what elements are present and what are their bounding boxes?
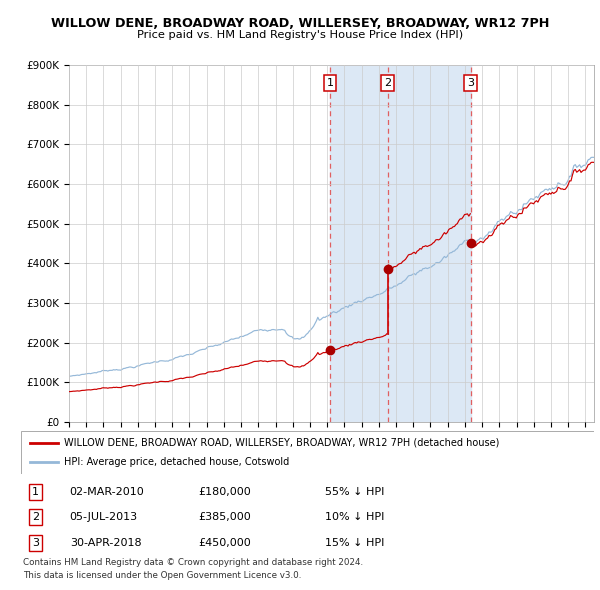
Text: 2: 2 bbox=[32, 512, 39, 522]
Text: 2: 2 bbox=[384, 78, 391, 88]
Text: 3: 3 bbox=[467, 78, 474, 88]
Text: £385,000: £385,000 bbox=[199, 512, 251, 522]
Text: £180,000: £180,000 bbox=[199, 487, 251, 497]
Text: WILLOW DENE, BROADWAY ROAD, WILLERSEY, BROADWAY, WR12 7PH: WILLOW DENE, BROADWAY ROAD, WILLERSEY, B… bbox=[51, 17, 549, 30]
Text: 05-JUL-2013: 05-JUL-2013 bbox=[70, 512, 138, 522]
Text: Price paid vs. HM Land Registry's House Price Index (HPI): Price paid vs. HM Land Registry's House … bbox=[137, 30, 463, 40]
Text: HPI: Average price, detached house, Cotswold: HPI: Average price, detached house, Cots… bbox=[64, 457, 289, 467]
Text: 30-APR-2018: 30-APR-2018 bbox=[70, 537, 142, 548]
Text: This data is licensed under the Open Government Licence v3.0.: This data is licensed under the Open Gov… bbox=[23, 571, 301, 579]
Text: WILLOW DENE, BROADWAY ROAD, WILLERSEY, BROADWAY, WR12 7PH (detached house): WILLOW DENE, BROADWAY ROAD, WILLERSEY, B… bbox=[64, 438, 499, 448]
Text: 10% ↓ HPI: 10% ↓ HPI bbox=[325, 512, 384, 522]
Text: 1: 1 bbox=[32, 487, 39, 497]
Text: 02-MAR-2010: 02-MAR-2010 bbox=[70, 487, 145, 497]
Text: Contains HM Land Registry data © Crown copyright and database right 2024.: Contains HM Land Registry data © Crown c… bbox=[23, 558, 363, 566]
Text: 55% ↓ HPI: 55% ↓ HPI bbox=[325, 487, 384, 497]
Text: 3: 3 bbox=[32, 537, 39, 548]
Bar bbox=[330, 65, 470, 422]
FancyBboxPatch shape bbox=[21, 431, 594, 474]
Text: £450,000: £450,000 bbox=[199, 537, 251, 548]
Text: 15% ↓ HPI: 15% ↓ HPI bbox=[325, 537, 384, 548]
Text: 1: 1 bbox=[326, 78, 334, 88]
